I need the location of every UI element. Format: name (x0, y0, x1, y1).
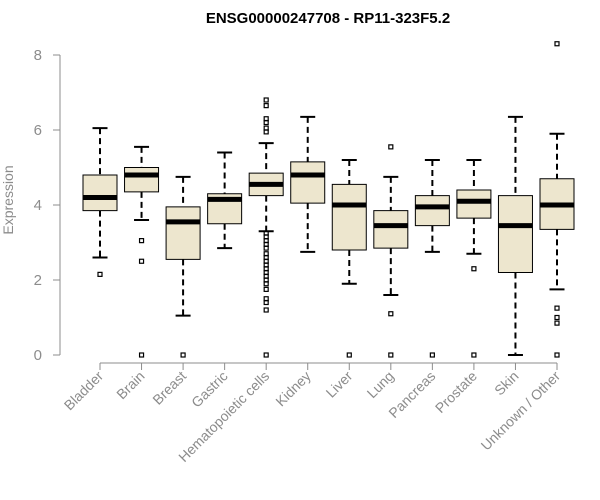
outlier-point (263, 119, 269, 126)
y-tick-label: 2 (34, 272, 42, 289)
iqr-box (82, 174, 118, 212)
box-bladder (82, 127, 118, 277)
box-brain (124, 145, 160, 358)
outlier-point (263, 281, 269, 287)
boxes-group (82, 41, 575, 358)
box-lung (373, 144, 409, 358)
outlier-point (138, 258, 145, 264)
iqr-box (165, 206, 201, 260)
box-prostate (456, 159, 492, 358)
x-tick-label: Prostate (432, 368, 480, 416)
y-tick-label: 6 (34, 122, 42, 139)
iqr-box (124, 167, 160, 193)
outlier-point (388, 352, 394, 358)
outlier-point (138, 238, 145, 244)
outlier-point (97, 271, 103, 277)
x-tick-label: Lung (364, 368, 397, 401)
outlier-point (263, 97, 269, 103)
iqr-box (331, 183, 367, 251)
iqr-box (414, 195, 450, 227)
box-skin (497, 115, 533, 356)
y-tick-label: 8 (34, 47, 42, 64)
chart-title: ENSG00000247708 - RP11-323F5.2 (206, 10, 450, 27)
box-gastric (207, 151, 243, 250)
outlier-point (263, 352, 269, 358)
outlier-point (554, 352, 560, 358)
x-tick-label: Brain (113, 368, 147, 402)
iqr-box (373, 210, 409, 249)
outlier-point (346, 352, 352, 358)
box-kidney (290, 115, 326, 253)
x-tick-label: Bladder (61, 368, 107, 414)
outlier-point (388, 311, 394, 317)
outlier-point (263, 103, 269, 109)
box-unknown-other (539, 41, 575, 358)
outlier-point (554, 320, 560, 326)
outlier-point (388, 144, 394, 150)
outlier-point (429, 352, 435, 358)
iqr-box (290, 161, 326, 204)
outlier-point (263, 286, 269, 292)
x-tick-label: Skin (491, 368, 522, 399)
outlier-point (554, 314, 560, 321)
outlier-point (180, 352, 186, 358)
box-liver (331, 159, 367, 358)
box-pancreas (414, 159, 450, 358)
outlier-point (471, 266, 477, 272)
y-tick-label: 0 (34, 347, 42, 364)
outlier-point (263, 299, 269, 306)
outlier-point (138, 352, 145, 358)
box-hematopoietic-cells (248, 97, 284, 358)
iqr-box (456, 189, 492, 219)
y-tick-label: 4 (34, 197, 42, 214)
outlier-point (263, 307, 269, 313)
outlier-point (554, 41, 560, 47)
iqr-box (497, 195, 533, 273)
x-tick-label: Unknown / Other (478, 368, 564, 454)
y-axis-ticks: 0 2 4 6 8 (34, 47, 60, 364)
outlier-point (554, 305, 560, 311)
x-tick-label: Breast (149, 368, 189, 408)
x-tick-label: Liver (323, 368, 356, 401)
x-tick-label: Kidney (272, 368, 314, 410)
box-breast (165, 175, 201, 358)
y-axis-label: Expression (0, 165, 16, 234)
outlier-point (263, 245, 269, 251)
outlier-point (263, 129, 269, 135)
outlier-point (471, 352, 477, 358)
